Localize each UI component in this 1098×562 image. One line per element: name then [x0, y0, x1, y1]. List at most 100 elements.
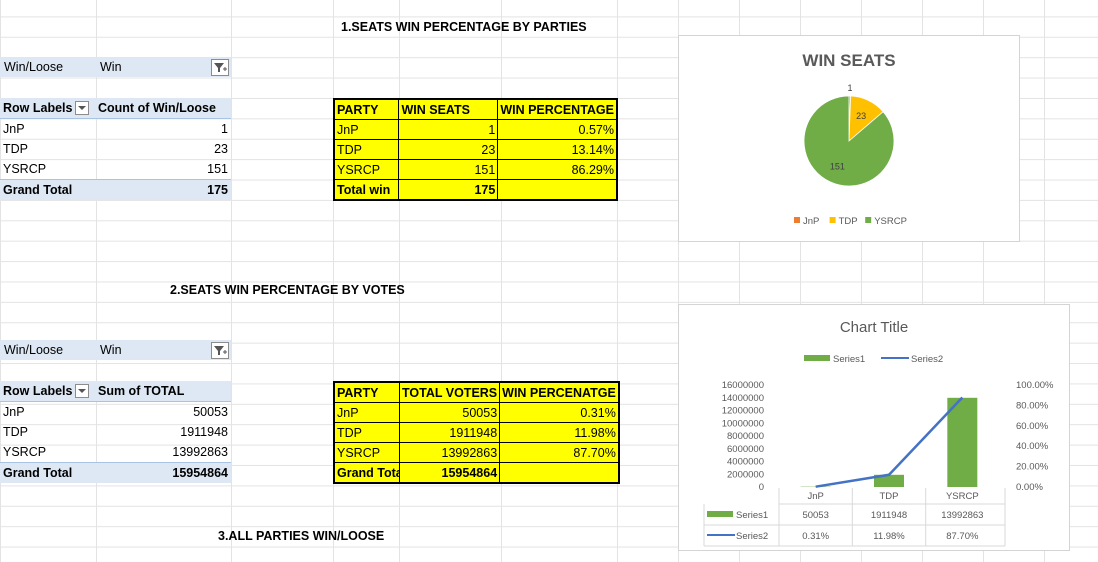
- win-percentage-header: WIN PERCENATGE: [499, 381, 620, 403]
- pivot2-filter-value: Win: [100, 343, 122, 357]
- row-value: 1911948: [180, 425, 228, 439]
- left-axis-tick: 12000000: [722, 406, 764, 417]
- series2-line[interactable]: [815, 396, 964, 488]
- count-header: Count of Win/Loose: [95, 98, 231, 119]
- table-row[interactable]: JnP 50053: [0, 402, 231, 423]
- row-label: TDP: [3, 142, 28, 156]
- table-row[interactable]: YSRCP 13992863: [0, 442, 231, 463]
- table-value-cell: 50053: [802, 510, 828, 521]
- pivot-header-row: Row Labels Sum of TOTAL: [0, 381, 231, 402]
- table-row[interactable]: YSRCP 13992863 87.70%: [333, 442, 620, 463]
- pivot-table-seats: Row Labels Count of Win/Loose JnP 1 TDP 23…: [0, 98, 231, 200]
- party-cell: TDP: [333, 139, 400, 160]
- table-row[interactable]: JnP 50053 0.31%: [333, 402, 620, 423]
- right-axis-tick: 0.00%: [1016, 482, 1043, 493]
- table-category-label: JnP: [807, 491, 823, 502]
- table-row[interactable]: JnP 1: [0, 119, 231, 140]
- section-heading-1: 1.SEATS WIN PERCENTAGE BY PARTIES: [341, 20, 587, 34]
- combo-chart-title: Chart Title: [840, 319, 908, 336]
- table-header-row: PARTY TOTAL VOTERS WIN PERCENATGE: [333, 381, 620, 403]
- table-row[interactable]: JnP 1 0.57%: [333, 119, 618, 140]
- table-row[interactable]: YSRCP 151 86.29%: [333, 159, 618, 180]
- bar-ysrcp[interactable]: [947, 397, 978, 487]
- win-seats-table: PARTY WIN SEATS WIN PERCENTAGE JnP 1 0.57%…: [333, 98, 618, 201]
- left-axis-tick: 10000000: [722, 418, 764, 429]
- row-value: 151: [207, 162, 228, 176]
- right-axis-tick: 80.00%: [1016, 400, 1049, 411]
- table-series-swatch: [707, 511, 733, 517]
- percentage-cell: 87.70%: [499, 442, 620, 463]
- row-labels-header: Row Labels: [3, 383, 73, 398]
- votes-combo-chart[interactable]: Chart Title Series1 Series2 0 2000000 40000…: [678, 304, 1070, 551]
- table-row[interactable]: TDP 1911948 11.98%: [333, 422, 620, 443]
- left-axis-tick: 2000000: [727, 469, 764, 480]
- left-axis-tick: 16000000: [722, 380, 764, 391]
- pie-chart-title: WIN SEATS: [802, 51, 895, 70]
- funnel-icon: [214, 346, 227, 355]
- party-cell: TDP: [333, 422, 400, 443]
- row-labels-dropdown[interactable]: [75, 101, 90, 116]
- grand-total-label: Grand Total: [0, 179, 95, 200]
- combo-chart-svg: Chart Title Series1 Series2 0 200000040000…: [703, 319, 1054, 547]
- pivot1-filter-value: Win: [100, 60, 122, 74]
- legend-series2-label: Series2: [911, 354, 943, 365]
- right-axis-tick: 40.00%: [1016, 441, 1049, 452]
- win-seats-pie-chart[interactable]: WIN SEATS 1 23 151 JnP TDP YSRCP: [678, 35, 1020, 242]
- table-row[interactable]: TDP 23 13.14%: [333, 139, 618, 160]
- party-header: PARTY: [333, 381, 400, 403]
- legend-swatch: [865, 217, 872, 223]
- table-row[interactable]: TDP 1911948: [0, 422, 231, 442]
- voters-cell: 50053: [398, 402, 501, 423]
- legend-swatch: [794, 217, 800, 223]
- voters-cell: 1911948: [398, 422, 501, 443]
- table-value-cell: 13992863: [941, 510, 983, 521]
- table-row[interactable]: YSRCP 151: [0, 159, 231, 180]
- table-value-cell: 1911948: [871, 510, 907, 521]
- seats-cell: 1: [398, 119, 499, 140]
- percentage-cell: 11.98%: [499, 422, 620, 443]
- row-label: YSRCP: [3, 162, 47, 176]
- table-category-label: YSRCP: [946, 491, 979, 502]
- total-row[interactable]: Total win 175: [333, 179, 618, 201]
- win-seats-header: WIN SEATS: [398, 98, 499, 120]
- total-value: 175: [398, 179, 499, 201]
- pie-slice-ysrcp[interactable]: [803, 95, 895, 187]
- percentage-cell: 0.31%: [499, 402, 620, 423]
- right-axis-tick: 60.00%: [1016, 421, 1049, 432]
- funnel-icon: [214, 63, 227, 72]
- empty-cell: [499, 462, 620, 484]
- left-axis-tick: 8000000: [727, 431, 764, 442]
- table-value-cell: 0.31%: [802, 531, 829, 542]
- percentage-cell: 13.14%: [497, 139, 618, 160]
- pie-data-label: 23: [856, 111, 866, 121]
- left-axis-tick: 0: [759, 482, 764, 493]
- party-header: PARTY: [333, 98, 400, 120]
- grand-total-row[interactable]: Grand Total 175: [0, 179, 231, 200]
- party-cell: JnP: [333, 119, 400, 140]
- total-label: Grand Tota: [333, 462, 400, 484]
- grand-total-row[interactable]: Grand Total 15954864: [0, 462, 231, 483]
- row-value: 50053: [193, 405, 228, 419]
- total-row[interactable]: Grand Tota 15954864: [333, 462, 620, 484]
- pie-data-label: 1: [847, 83, 852, 93]
- percentage-cell: 0.57%: [497, 119, 618, 140]
- table-header-row: PARTY WIN SEATS WIN PERCENTAGE: [333, 98, 618, 120]
- table-series-name: Series2: [736, 531, 768, 542]
- row-label: JnP: [3, 122, 25, 136]
- pivot2-filter-label: Win/Loose: [4, 343, 64, 357]
- pivot1-filter-row: Win/Loose Win: [0, 57, 231, 77]
- legend-swatch: [829, 217, 836, 223]
- pivot1-filter-label: Win/Loose: [4, 60, 64, 74]
- total-value: 15954864: [398, 462, 501, 484]
- row-value: 23: [214, 142, 228, 156]
- party-cell: JnP: [333, 402, 400, 423]
- grand-total-label: Grand Total: [0, 462, 95, 483]
- filter-funnel-button[interactable]: [211, 59, 229, 76]
- row-labels-dropdown[interactable]: [75, 384, 90, 399]
- table-row[interactable]: TDP 23: [0, 139, 231, 159]
- bar-tdp[interactable]: [874, 474, 904, 487]
- filter-funnel-button[interactable]: [211, 342, 229, 359]
- table-value-cell: 11.98%: [873, 531, 905, 542]
- seats-cell: 151: [398, 159, 499, 180]
- row-label: YSRCP: [3, 445, 47, 459]
